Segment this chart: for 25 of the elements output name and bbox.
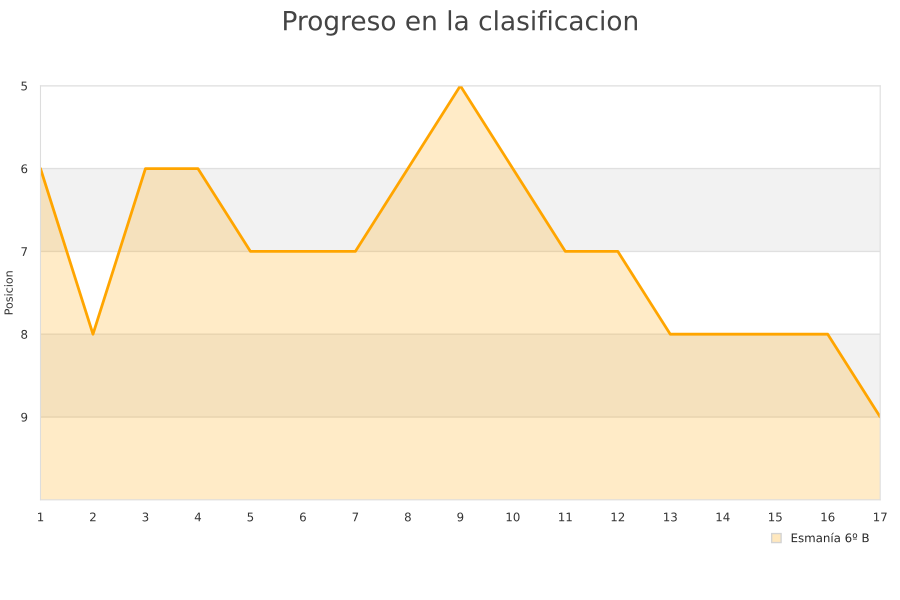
x-tick-label: 2 — [90, 512, 96, 522]
x-tick-label: 6 — [300, 512, 306, 522]
x-tick-label: 11 — [559, 512, 572, 522]
x-tick-label: 13 — [664, 512, 677, 522]
x-tick-label: 10 — [506, 512, 520, 522]
x-tick-label: 3 — [142, 512, 148, 522]
x-tick-label: 9 — [457, 512, 464, 522]
x-tick-label: 1 — [38, 512, 44, 522]
y-tick-label: 8 — [21, 330, 28, 339]
legend-label: Esmanía 6º B — [792, 532, 869, 542]
chart-title: Progreso en la clasificacion — [284, 10, 637, 36]
x-tick-label: 8 — [404, 512, 411, 522]
y-axis-title: Posicion — [4, 271, 13, 314]
y-tick-label: 7 — [21, 247, 27, 256]
x-tick-label: 17 — [874, 512, 887, 522]
x-tick-label: 16 — [822, 512, 834, 522]
x-tick-label: 5 — [248, 512, 254, 522]
y-tick-label: 6 — [21, 164, 28, 174]
x-tick-label: 7 — [352, 512, 358, 522]
x-tick-label: 14 — [716, 512, 730, 522]
x-tick-label: 15 — [769, 512, 782, 522]
x-tick-label: 4 — [194, 512, 202, 522]
y-tick-label: 5 — [21, 82, 27, 90]
x-tick-label: 12 — [612, 512, 624, 522]
y-tick-label: 9 — [21, 412, 28, 422]
